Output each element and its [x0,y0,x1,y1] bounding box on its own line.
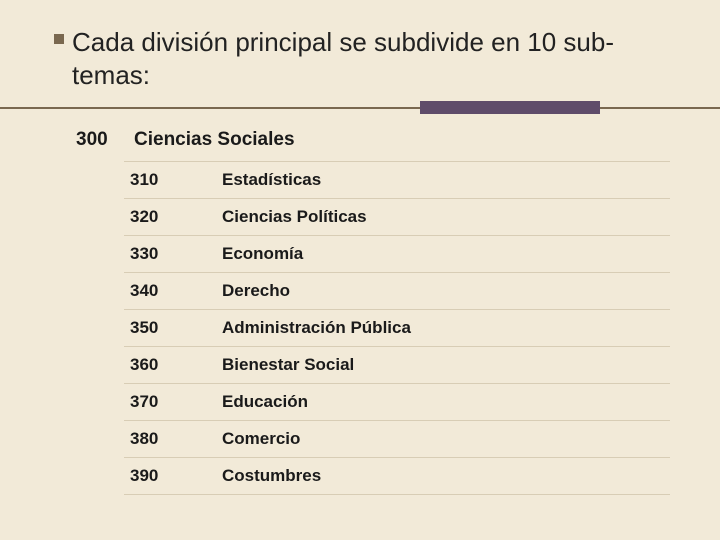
row-label: Bienestar Social [222,355,354,375]
row-code: 350 [130,318,222,338]
table-row: 340 Derecho [124,273,670,310]
divider-line [0,107,720,109]
table-row: 380 Comercio [124,421,670,458]
main-heading: 300 Ciencias Sociales [76,129,670,151]
title-bullet [54,34,64,44]
slide-content: Cada división principal se subdivide en … [0,0,720,515]
title-divider [0,101,720,115]
row-label: Comercio [222,429,300,449]
row-label: Educación [222,392,308,412]
table-row: 390 Costumbres [124,458,670,495]
divider-accent [420,101,600,114]
row-label: Administración Pública [222,318,411,338]
row-code: 340 [130,281,222,301]
row-label: Estadísticas [222,170,321,190]
row-label: Derecho [222,281,290,301]
table-row: 310 Estadísticas [124,161,670,199]
main-label: Ciencias Sociales [134,129,295,151]
row-code: 330 [130,244,222,264]
table-row: 330 Economía [124,236,670,273]
slide-title: Cada división principal se subdivide en … [72,26,670,91]
row-label: Economía [222,244,303,264]
row-code: 370 [130,392,222,412]
main-code: 300 [76,129,122,151]
row-code: 320 [130,207,222,227]
table-row: 360 Bienestar Social [124,347,670,384]
row-code: 380 [130,429,222,449]
row-code: 360 [130,355,222,375]
table-row: 350 Administración Pública [124,310,670,347]
row-code: 390 [130,466,222,486]
row-label: Ciencias Políticas [222,207,367,227]
table-row: 370 Educación [124,384,670,421]
subtopics-table: 310 Estadísticas 320 Ciencias Políticas … [124,161,670,495]
row-code: 310 [130,170,222,190]
row-label: Costumbres [222,466,321,486]
table-row: 320 Ciencias Políticas [124,199,670,236]
